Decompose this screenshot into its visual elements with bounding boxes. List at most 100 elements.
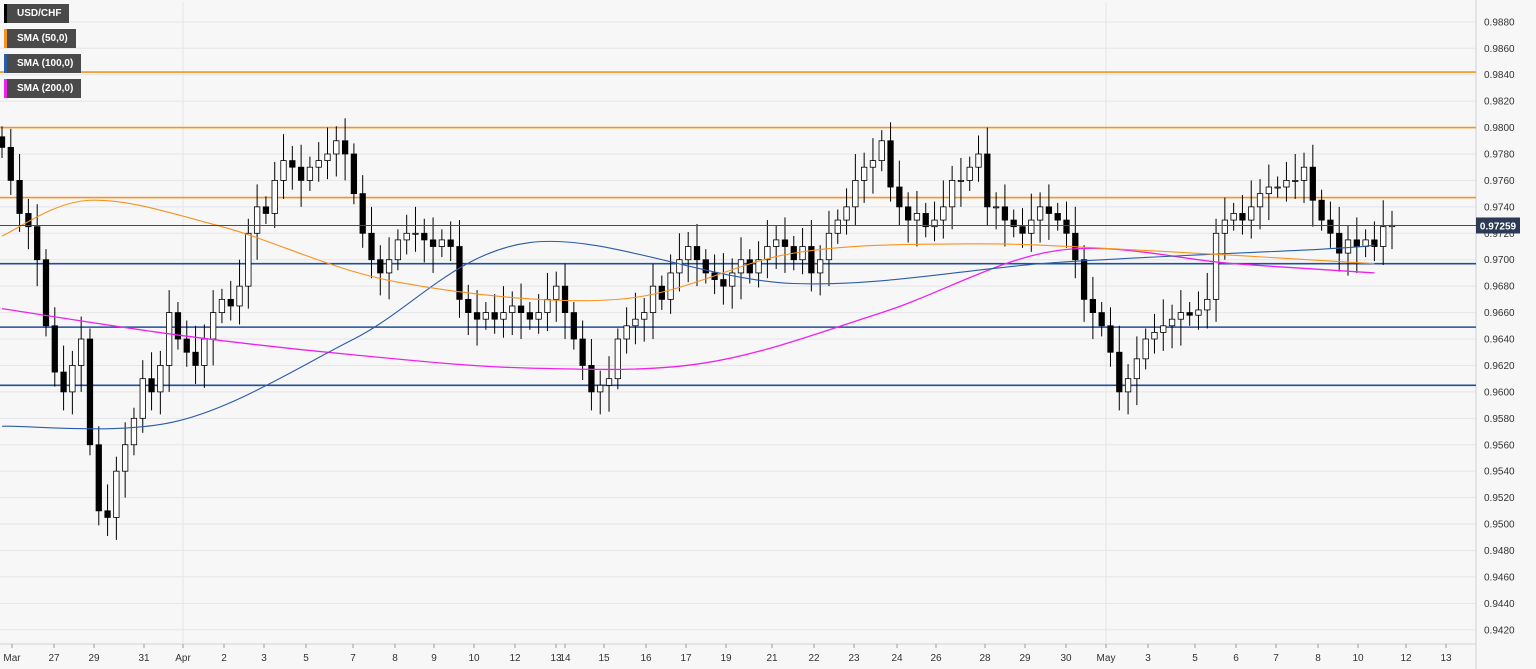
candle-body <box>913 213 921 221</box>
y-tick-label: 0.9680 <box>1484 282 1515 293</box>
candle-body <box>51 325 58 373</box>
x-tick-label: 30 <box>1060 653 1072 664</box>
candle-body <box>834 219 841 234</box>
candle-body <box>685 246 692 261</box>
candle-body <box>1230 213 1237 221</box>
candle-body <box>210 312 217 340</box>
x-tick-label: Apr <box>175 653 191 664</box>
x-tick-label: 9 <box>431 653 437 664</box>
candle-body <box>262 206 270 214</box>
candle-body <box>817 259 824 274</box>
candle-body <box>808 246 815 274</box>
candle-body <box>966 166 973 181</box>
candle-body <box>1054 213 1061 221</box>
legend-item-sma200[interactable]: SMA (200,0) <box>4 79 82 98</box>
candle-body <box>1265 186 1272 195</box>
candle-body <box>1380 226 1387 247</box>
candle-body <box>869 160 877 168</box>
y-tick-label: 0.9660 <box>1484 308 1515 319</box>
x-tick-label: 22 <box>808 653 820 664</box>
x-tick-label: 29 <box>1019 653 1031 664</box>
candle-body <box>289 160 296 168</box>
y-tick-label: 0.9720 <box>1484 229 1515 240</box>
candle-body <box>7 146 14 181</box>
x-tick-label: 27 <box>48 653 60 664</box>
x-tick-label: 26 <box>930 653 942 664</box>
x-tick-label: Mar <box>3 653 21 664</box>
candle-body <box>729 272 736 287</box>
candle-body <box>438 239 446 247</box>
candle-body <box>315 160 322 168</box>
candle-body <box>561 285 569 313</box>
x-tick-label: 12 <box>509 653 521 664</box>
candle-body <box>755 259 762 274</box>
x-tick-label: 5 <box>1192 653 1198 664</box>
candle-body <box>1344 239 1352 254</box>
candle-body <box>1133 358 1141 380</box>
candle-body <box>1274 186 1281 189</box>
x-tick-label: 19 <box>720 653 732 664</box>
candle-body <box>245 232 252 287</box>
x-tick-label: 23 <box>848 653 860 664</box>
candle-body <box>1063 219 1070 234</box>
candle-body <box>896 186 903 208</box>
candle-body <box>641 312 648 320</box>
candle-body <box>667 272 674 300</box>
candle-body <box>781 239 789 247</box>
candle-body <box>544 298 551 313</box>
candle-body <box>385 259 393 274</box>
candle-body <box>579 338 586 366</box>
candle-body <box>1089 298 1097 313</box>
legend-item-sma100[interactable]: SMA (100,0) <box>4 54 82 73</box>
candle-body <box>421 232 428 241</box>
y-tick-label: 0.9560 <box>1484 440 1515 451</box>
candle-body <box>403 232 410 241</box>
candle-body <box>940 206 947 221</box>
candle-body <box>1160 325 1167 333</box>
candle-body <box>746 259 753 274</box>
candle-body <box>1221 219 1228 234</box>
candle-body <box>1010 219 1017 228</box>
candle-body <box>957 180 965 182</box>
candle-body <box>1371 239 1378 247</box>
x-tick-label: 3 <box>261 653 267 664</box>
legend-item-symbol[interactable]: USD/CHF <box>4 4 70 23</box>
candle-body <box>614 338 621 380</box>
legend-item-sma50[interactable]: SMA (50,0) <box>4 29 76 48</box>
candle-body <box>139 378 146 419</box>
candle-body <box>553 285 560 300</box>
candle-body <box>473 312 481 320</box>
candle-body <box>60 371 67 393</box>
candle-body <box>1098 312 1105 327</box>
candle-body <box>1045 206 1053 214</box>
candle-body <box>948 180 956 208</box>
candle-body <box>1036 206 1044 221</box>
candle-body <box>825 232 833 261</box>
candle-body <box>799 246 806 261</box>
x-tick-label: 8 <box>392 653 398 664</box>
candle-body <box>0 136 6 148</box>
chart-legend: USD/CHF SMA (50,0) SMA (100,0) SMA (200,… <box>4 4 82 98</box>
candle-body <box>377 259 384 274</box>
candle-body <box>1116 351 1123 393</box>
candle-body <box>975 153 982 168</box>
candle-body <box>1256 193 1264 208</box>
y-tick-label: 0.9540 <box>1484 467 1515 478</box>
candle-body <box>597 384 604 393</box>
candle-body <box>350 153 358 195</box>
candle-body <box>878 140 885 161</box>
candle-body <box>1318 199 1325 221</box>
candle-body <box>95 444 102 512</box>
x-tick-label: 29 <box>88 653 100 664</box>
candle-body <box>166 312 173 366</box>
candle-body <box>1336 232 1343 254</box>
candle-body <box>984 153 991 208</box>
candle-body <box>456 246 463 300</box>
candle-body <box>183 338 190 353</box>
candle-body <box>236 285 243 307</box>
x-tick-label: 7 <box>350 653 356 664</box>
candle-body <box>1019 226 1026 234</box>
sma100-line <box>1 240 1375 430</box>
